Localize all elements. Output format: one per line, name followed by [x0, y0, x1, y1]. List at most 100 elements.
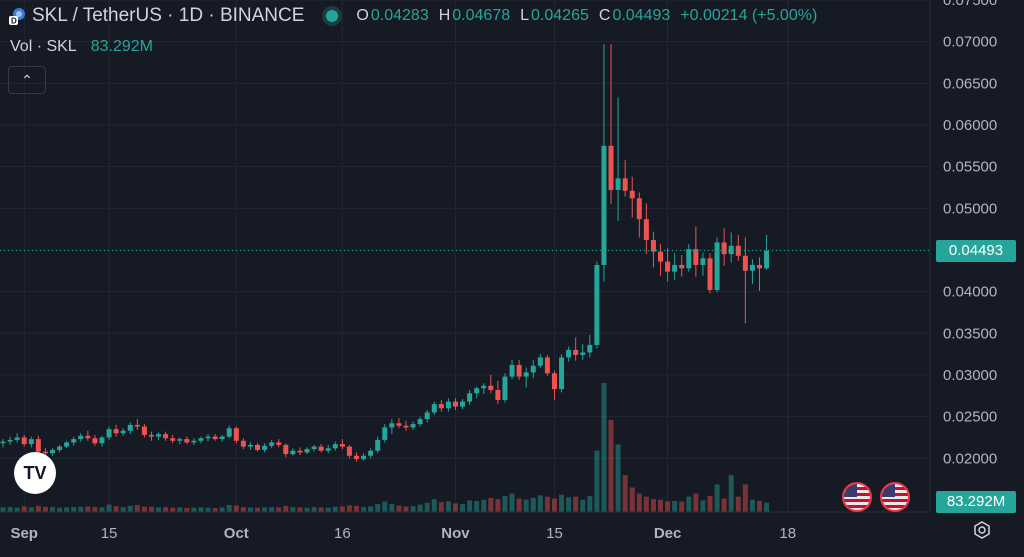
candle [523, 367, 529, 388]
candle [573, 337, 579, 361]
volume-bar [141, 506, 147, 512]
volume-bar [233, 505, 239, 512]
ohlc-low: L 0.04265 [520, 7, 589, 25]
candle [339, 439, 345, 450]
volume-bar [28, 507, 34, 512]
volume-bar [580, 499, 586, 512]
candle [636, 192, 642, 238]
price-axis[interactable]: 0.020000.025000.030000.035000.040000.045… [929, 0, 1024, 557]
candle-body [643, 219, 649, 240]
volume-bar [672, 500, 678, 512]
candle [608, 44, 614, 205]
volume-bar [665, 501, 671, 512]
chevron-up-icon: ⌃ [21, 71, 33, 88]
candle-body [247, 444, 253, 447]
candle-body [587, 344, 593, 353]
volume-bar [177, 507, 183, 512]
candle [658, 244, 664, 276]
volume-legend: Vol · SKL 83.292M [10, 38, 153, 56]
candle-body [212, 436, 218, 440]
candle-body [523, 372, 529, 377]
candle-body [566, 349, 572, 358]
volume-bar [205, 507, 211, 512]
volume-bar [346, 505, 352, 512]
volume-bar [332, 506, 338, 512]
candle-body [502, 376, 508, 400]
volume-bar [71, 507, 77, 512]
candle [205, 434, 211, 442]
market-status-dot[interactable] [326, 10, 339, 22]
candle [170, 434, 176, 444]
candle-body [339, 444, 345, 447]
candle [502, 373, 508, 403]
volume-bar [714, 484, 720, 512]
price-tick-label: 0.06500 [943, 75, 997, 92]
volume-bar [559, 494, 565, 512]
volume-bar [92, 507, 98, 512]
volume-bar [438, 502, 444, 512]
us-flag-event-icon[interactable] [842, 482, 872, 512]
grid [0, 0, 930, 512]
candle-body [127, 424, 133, 431]
candle [389, 419, 395, 435]
volume-bar [764, 502, 770, 512]
candle [551, 370, 557, 400]
ohlc-value: 0.04265 [531, 7, 589, 24]
candle-body [311, 446, 317, 450]
candle-body [537, 357, 543, 366]
candle [559, 354, 565, 393]
volume-bar [240, 507, 246, 512]
candle-body [375, 439, 381, 451]
candle [509, 359, 515, 380]
volume-bar [537, 495, 543, 512]
time-axis[interactable]: Sep 15 Oct 16 Nov 15 Dec 18 [0, 511, 930, 542]
candle-body [686, 249, 692, 269]
candle-body [460, 401, 466, 407]
time-tick-label: 15 [546, 525, 563, 542]
volume-bar [212, 508, 218, 512]
price-tick-label: 0.07000 [943, 34, 997, 51]
candle [78, 433, 84, 442]
volume-bar [573, 496, 579, 512]
candle-body [601, 145, 607, 265]
time-tick-label: Dec [654, 525, 682, 542]
candle-body [332, 444, 338, 449]
symbol-title[interactable]: SKL / TetherUS · 1D · BINANCE [32, 5, 305, 26]
volume-bar [735, 496, 741, 512]
candle [28, 436, 34, 448]
candle [134, 419, 140, 430]
candle-body [728, 245, 734, 255]
candle-body [594, 264, 600, 345]
candle [403, 420, 409, 431]
candle-body [700, 258, 706, 265]
candle-body [438, 404, 444, 409]
candle [665, 248, 671, 282]
candle [467, 389, 473, 405]
candle-body [283, 444, 289, 455]
ohlc-change: +0.00214 (+5.00%) [680, 7, 817, 25]
candle [474, 386, 480, 399]
volume-bar [756, 500, 762, 512]
candle [566, 346, 572, 362]
price-tick-label: 0.03500 [943, 325, 997, 342]
candle [650, 231, 656, 268]
us-flag-event-icon[interactable] [880, 482, 910, 512]
tradingview-logo-icon[interactable]: TV [14, 452, 56, 494]
settings-gear-icon[interactable] [972, 520, 992, 540]
price-tick-label: 0.06000 [943, 117, 997, 134]
candle-body [191, 440, 197, 443]
candle [679, 254, 685, 277]
candle-body [551, 373, 557, 390]
candle-body [92, 438, 98, 444]
volume-bar [226, 504, 232, 512]
candle [544, 354, 550, 376]
candle-body [198, 438, 204, 441]
symbol-icon[interactable]: D [8, 7, 26, 26]
collapse-legend-button[interactable]: ⌃ [8, 66, 46, 94]
volume-bar [35, 505, 41, 512]
candle-body [49, 449, 55, 454]
volume-label[interactable]: Vol · SKL [10, 38, 77, 55]
candle [219, 434, 225, 442]
candle-body [21, 437, 27, 445]
